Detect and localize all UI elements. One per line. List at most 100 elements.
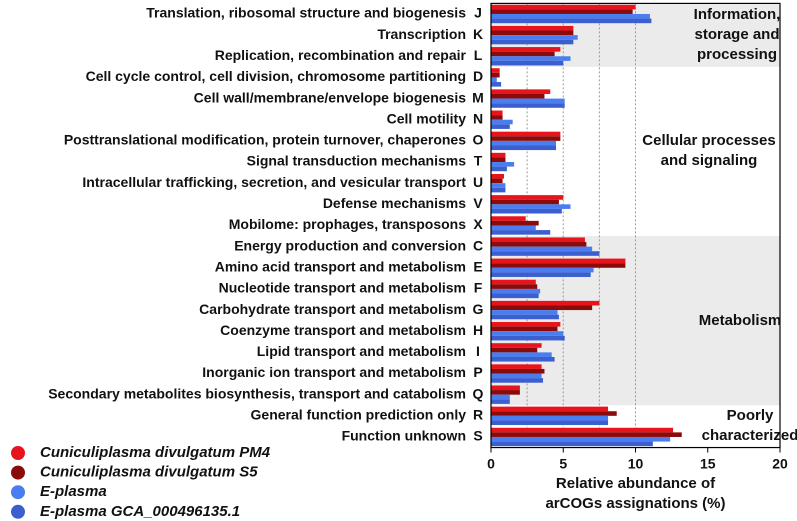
bar xyxy=(491,267,594,273)
bar xyxy=(491,300,600,306)
bar xyxy=(491,162,515,167)
bar xyxy=(491,157,506,163)
category-label: Mobilome: prophages, transposons xyxy=(229,216,466,232)
category-label: Secondary metabolites biosynthesis, tran… xyxy=(48,385,466,401)
bar xyxy=(491,293,539,299)
bar xyxy=(491,322,561,327)
bar xyxy=(491,199,559,205)
x-tick-label: 5 xyxy=(559,455,567,471)
category-label: Energy production and conversion xyxy=(234,237,466,253)
bar xyxy=(491,326,558,332)
bar xyxy=(491,173,505,179)
bar xyxy=(491,237,585,243)
bar xyxy=(491,258,626,264)
bar xyxy=(491,25,574,31)
bar xyxy=(491,39,574,45)
category-code: M xyxy=(472,89,484,105)
bar xyxy=(491,51,555,57)
bar xyxy=(491,225,536,231)
bar xyxy=(491,178,503,184)
bar xyxy=(491,272,591,277)
bar xyxy=(491,288,541,294)
category-code: E xyxy=(473,258,482,274)
legend-marker xyxy=(11,485,25,500)
legend-marker xyxy=(11,446,25,460)
legend-label: Cuniculiplasma divulgatum PM4 xyxy=(40,444,271,461)
bar xyxy=(491,30,574,36)
category-code: L xyxy=(474,47,483,63)
bar xyxy=(491,18,652,24)
bar xyxy=(491,246,593,252)
x-tick-label: 0 xyxy=(487,455,495,471)
bar xyxy=(491,390,520,395)
category-label: Lipid transport and metabolism xyxy=(257,343,466,359)
legend-label: E-plasma xyxy=(40,483,107,500)
bar xyxy=(491,373,542,379)
bar xyxy=(491,124,510,129)
bar xyxy=(491,406,609,412)
category-label: Carbohydrate transport and metabolism xyxy=(199,301,466,317)
bar xyxy=(491,284,538,289)
category-code: G xyxy=(473,301,484,317)
x-tick-label: 20 xyxy=(772,455,788,471)
bar xyxy=(491,68,500,73)
bar xyxy=(491,110,503,116)
bar xyxy=(491,279,536,285)
category-label: Translation, ribosomal structure and bio… xyxy=(146,5,466,21)
category-code: F xyxy=(474,280,483,296)
x-tick-label: 15 xyxy=(700,455,716,471)
bar xyxy=(491,415,609,421)
bar xyxy=(491,136,561,141)
category-label: Cell motility xyxy=(387,110,467,126)
bar xyxy=(491,343,542,348)
bar xyxy=(491,263,626,268)
legend-label: E-plasma GCA_000496135.1 xyxy=(40,503,240,520)
bar xyxy=(491,378,544,383)
bar xyxy=(491,208,562,214)
bar xyxy=(491,385,520,391)
category-label: Nucleotide transport and metabolism xyxy=(219,280,466,296)
bar xyxy=(491,314,559,320)
bar xyxy=(491,195,564,200)
bar xyxy=(491,56,571,61)
category-code: P xyxy=(473,364,482,380)
bar xyxy=(491,72,500,78)
bar xyxy=(491,427,674,433)
bar xyxy=(491,89,551,94)
bar xyxy=(491,305,593,311)
bar xyxy=(491,204,571,209)
bar xyxy=(491,411,617,416)
bar xyxy=(491,166,507,172)
category-label: Coenzyme transport and metabolism xyxy=(220,322,466,338)
category-code: J xyxy=(474,5,482,21)
bar xyxy=(491,60,564,66)
category-label: Intracellular trafficking, secretion, an… xyxy=(82,174,466,190)
category-label: Function unknown xyxy=(342,428,466,444)
bar xyxy=(491,441,653,447)
group-label: Information, storage and processing xyxy=(693,6,781,64)
category-code: U xyxy=(473,174,483,190)
category-label: Transcription xyxy=(377,26,466,42)
category-code: Q xyxy=(473,385,484,401)
bar xyxy=(491,394,510,400)
category-label: Amino acid transport and metabolism xyxy=(215,258,466,274)
bar xyxy=(491,356,555,362)
bar xyxy=(491,432,682,437)
bar xyxy=(491,347,538,353)
legend-marker xyxy=(11,465,25,480)
bar xyxy=(491,368,545,374)
bar xyxy=(491,331,564,336)
category-code: N xyxy=(473,110,483,126)
bar xyxy=(491,47,561,52)
bar xyxy=(491,9,633,14)
bar xyxy=(491,420,609,426)
category-label: Replication, recombination and repair xyxy=(215,47,467,63)
category-label: General function prediction only xyxy=(251,407,467,423)
bar xyxy=(491,152,506,158)
group-label: Metabolism xyxy=(698,311,782,329)
bar xyxy=(491,352,552,357)
bar xyxy=(491,183,506,188)
bar xyxy=(491,131,561,137)
category-code: S xyxy=(473,428,482,444)
